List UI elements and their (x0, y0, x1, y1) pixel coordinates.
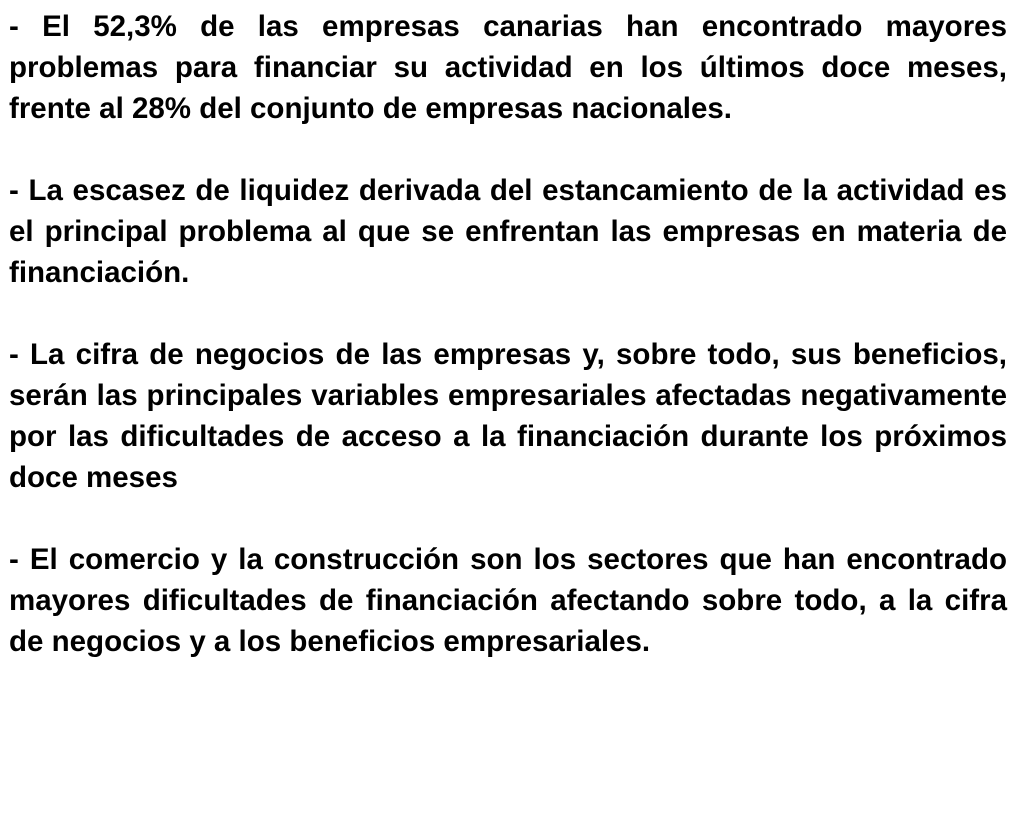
paragraph: - La cifra de negocios de las empresas y… (9, 338, 1007, 494)
paragraph: - El comercio y la construcción son los … (9, 543, 1007, 658)
paragraph: - El 52,3% de las empresas canarias han … (9, 10, 1007, 125)
paragraph: - La escasez de liquidez derivada del es… (9, 174, 1007, 289)
